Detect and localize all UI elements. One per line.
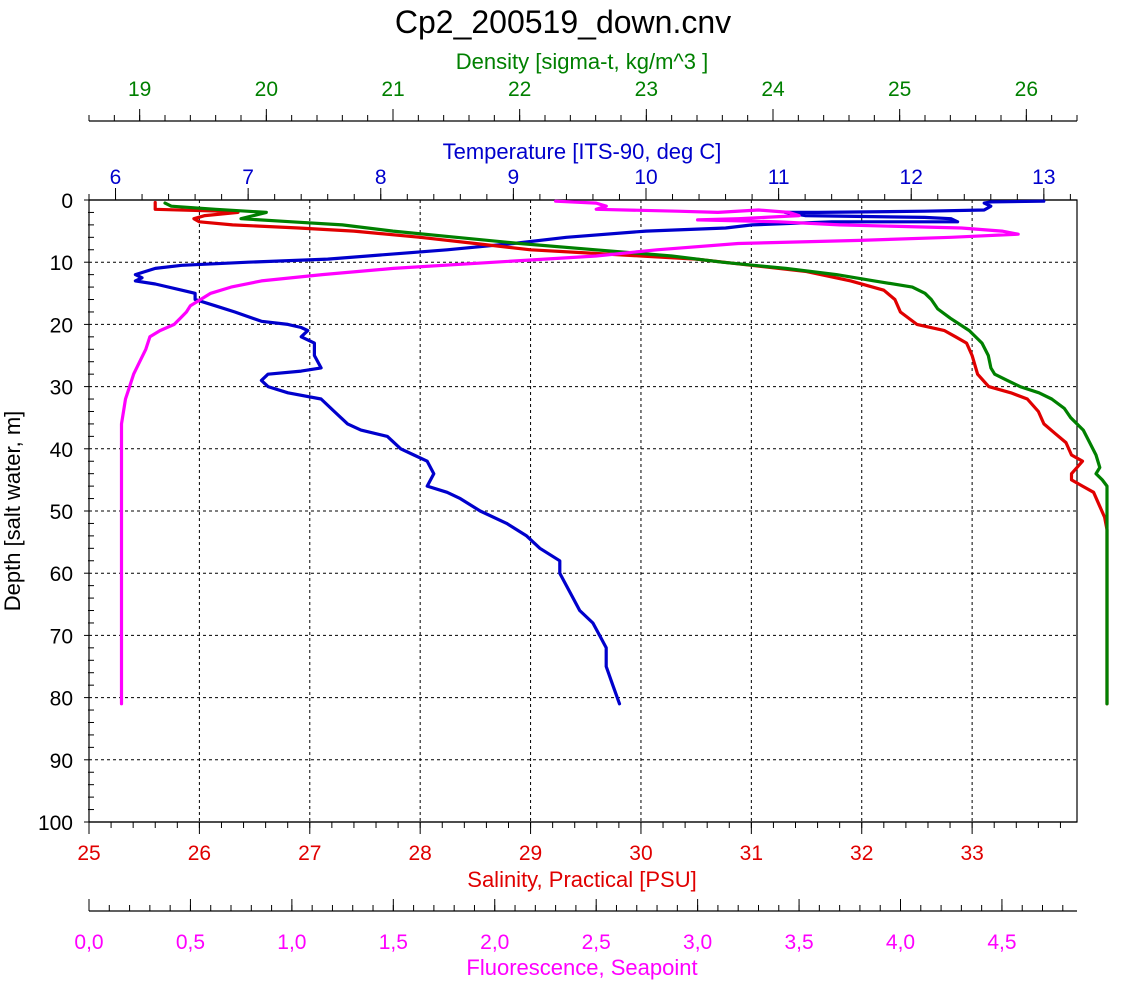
salinity-tick-label: 26 — [188, 842, 211, 865]
depth-tick-label: 60 — [50, 563, 73, 586]
temperature-series-line — [135, 201, 1043, 704]
temperature-tick-label: 12 — [900, 166, 923, 189]
depth-tick-label: 20 — [50, 314, 73, 337]
fluorescence-tick-label: 1,0 — [277, 931, 306, 954]
salinity-tick-label: 30 — [629, 842, 652, 865]
depth-tick-label: 70 — [50, 625, 73, 648]
fluorescence-axis: 0,0 0,5 1,0 1,5 2,0 2,5 3,0 3,5 4,0 4,5 — [74, 899, 1077, 954]
temperature-tick-label: 9 — [508, 166, 520, 189]
fluorescence-tick-label: 4,0 — [886, 931, 915, 954]
fluorescence-tick-label: 2,5 — [582, 931, 611, 954]
salinity-tick-label: 29 — [519, 842, 542, 865]
depth-tick-label: 0 — [61, 190, 73, 213]
temperature-tick-label: 8 — [375, 166, 387, 189]
density-axis-label: Density [sigma-t, kg/m^3 ] — [456, 49, 708, 74]
temperature-tick-label: 6 — [110, 166, 122, 189]
salinity-tick-label: 32 — [850, 842, 873, 865]
density-tick-label: 21 — [381, 78, 404, 101]
grid — [89, 200, 1077, 822]
fluorescence-tick-label: 0,5 — [176, 931, 205, 954]
salinity-tick-label: 25 — [77, 842, 100, 865]
salinity-tick-label: 33 — [960, 842, 983, 865]
density-tick-label: 22 — [508, 78, 531, 101]
depth-tick-label: 40 — [50, 439, 73, 462]
fluorescence-tick-label: 4,5 — [987, 931, 1016, 954]
temperature-axis-label: Temperature [ITS-90, deg C] — [443, 139, 722, 164]
fluorescence-tick-label: 2,0 — [480, 931, 509, 954]
depth-tick-label: 30 — [50, 377, 73, 400]
salinity-axis: 25 26 27 28 29 30 31 32 33 — [77, 822, 1077, 865]
fluorescence-axis-label: Fluorescence, Seapoint — [466, 955, 697, 980]
depth-tick-label: 100 — [38, 812, 73, 835]
density-axis: 19 20 21 22 23 24 25 26 — [89, 78, 1077, 121]
density-tick-label: 20 — [255, 78, 278, 101]
depth-axis-label: Depth [salt water, m] — [0, 411, 25, 612]
fluorescence-tick-label: 3,5 — [784, 931, 813, 954]
depth-axis: 0 10 20 30 40 50 60 70 80 90 100 — [38, 190, 94, 835]
depth-tick-label: 90 — [50, 750, 73, 773]
depth-tick-label: 80 — [50, 688, 73, 711]
density-tick-label: 26 — [1015, 78, 1038, 101]
temperature-tick-label: 10 — [634, 166, 657, 189]
temperature-tick-label: 11 — [768, 166, 790, 189]
temperature-axis: 6 7 8 9 10 11 12 13 — [89, 166, 1077, 200]
fluorescence-series-line — [122, 201, 1019, 704]
salinity-axis-label: Salinity, Practical [PSU] — [467, 867, 696, 892]
density-tick-label: 25 — [888, 78, 911, 101]
density-tick-label: 24 — [761, 78, 785, 101]
fluorescence-tick-label: 0,0 — [74, 931, 103, 954]
density-tick-label: 19 — [128, 78, 151, 101]
fluorescence-tick-label: 3,0 — [683, 931, 712, 954]
chart-title: Cp2_200519_down.cnv — [395, 4, 731, 40]
temperature-tick-label: 13 — [1032, 166, 1055, 189]
series-layer — [122, 201, 1108, 704]
depth-tick-label: 10 — [50, 252, 73, 275]
fluorescence-tick-label: 1,5 — [379, 931, 408, 954]
salinity-tick-label: 28 — [408, 842, 431, 865]
depth-tick-label: 50 — [50, 501, 73, 524]
salinity-tick-label: 27 — [298, 842, 321, 865]
salinity-tick-label: 31 — [740, 842, 763, 865]
temperature-tick-label: 7 — [242, 166, 254, 189]
density-tick-label: 23 — [635, 78, 658, 101]
density-series-line — [165, 203, 1107, 704]
